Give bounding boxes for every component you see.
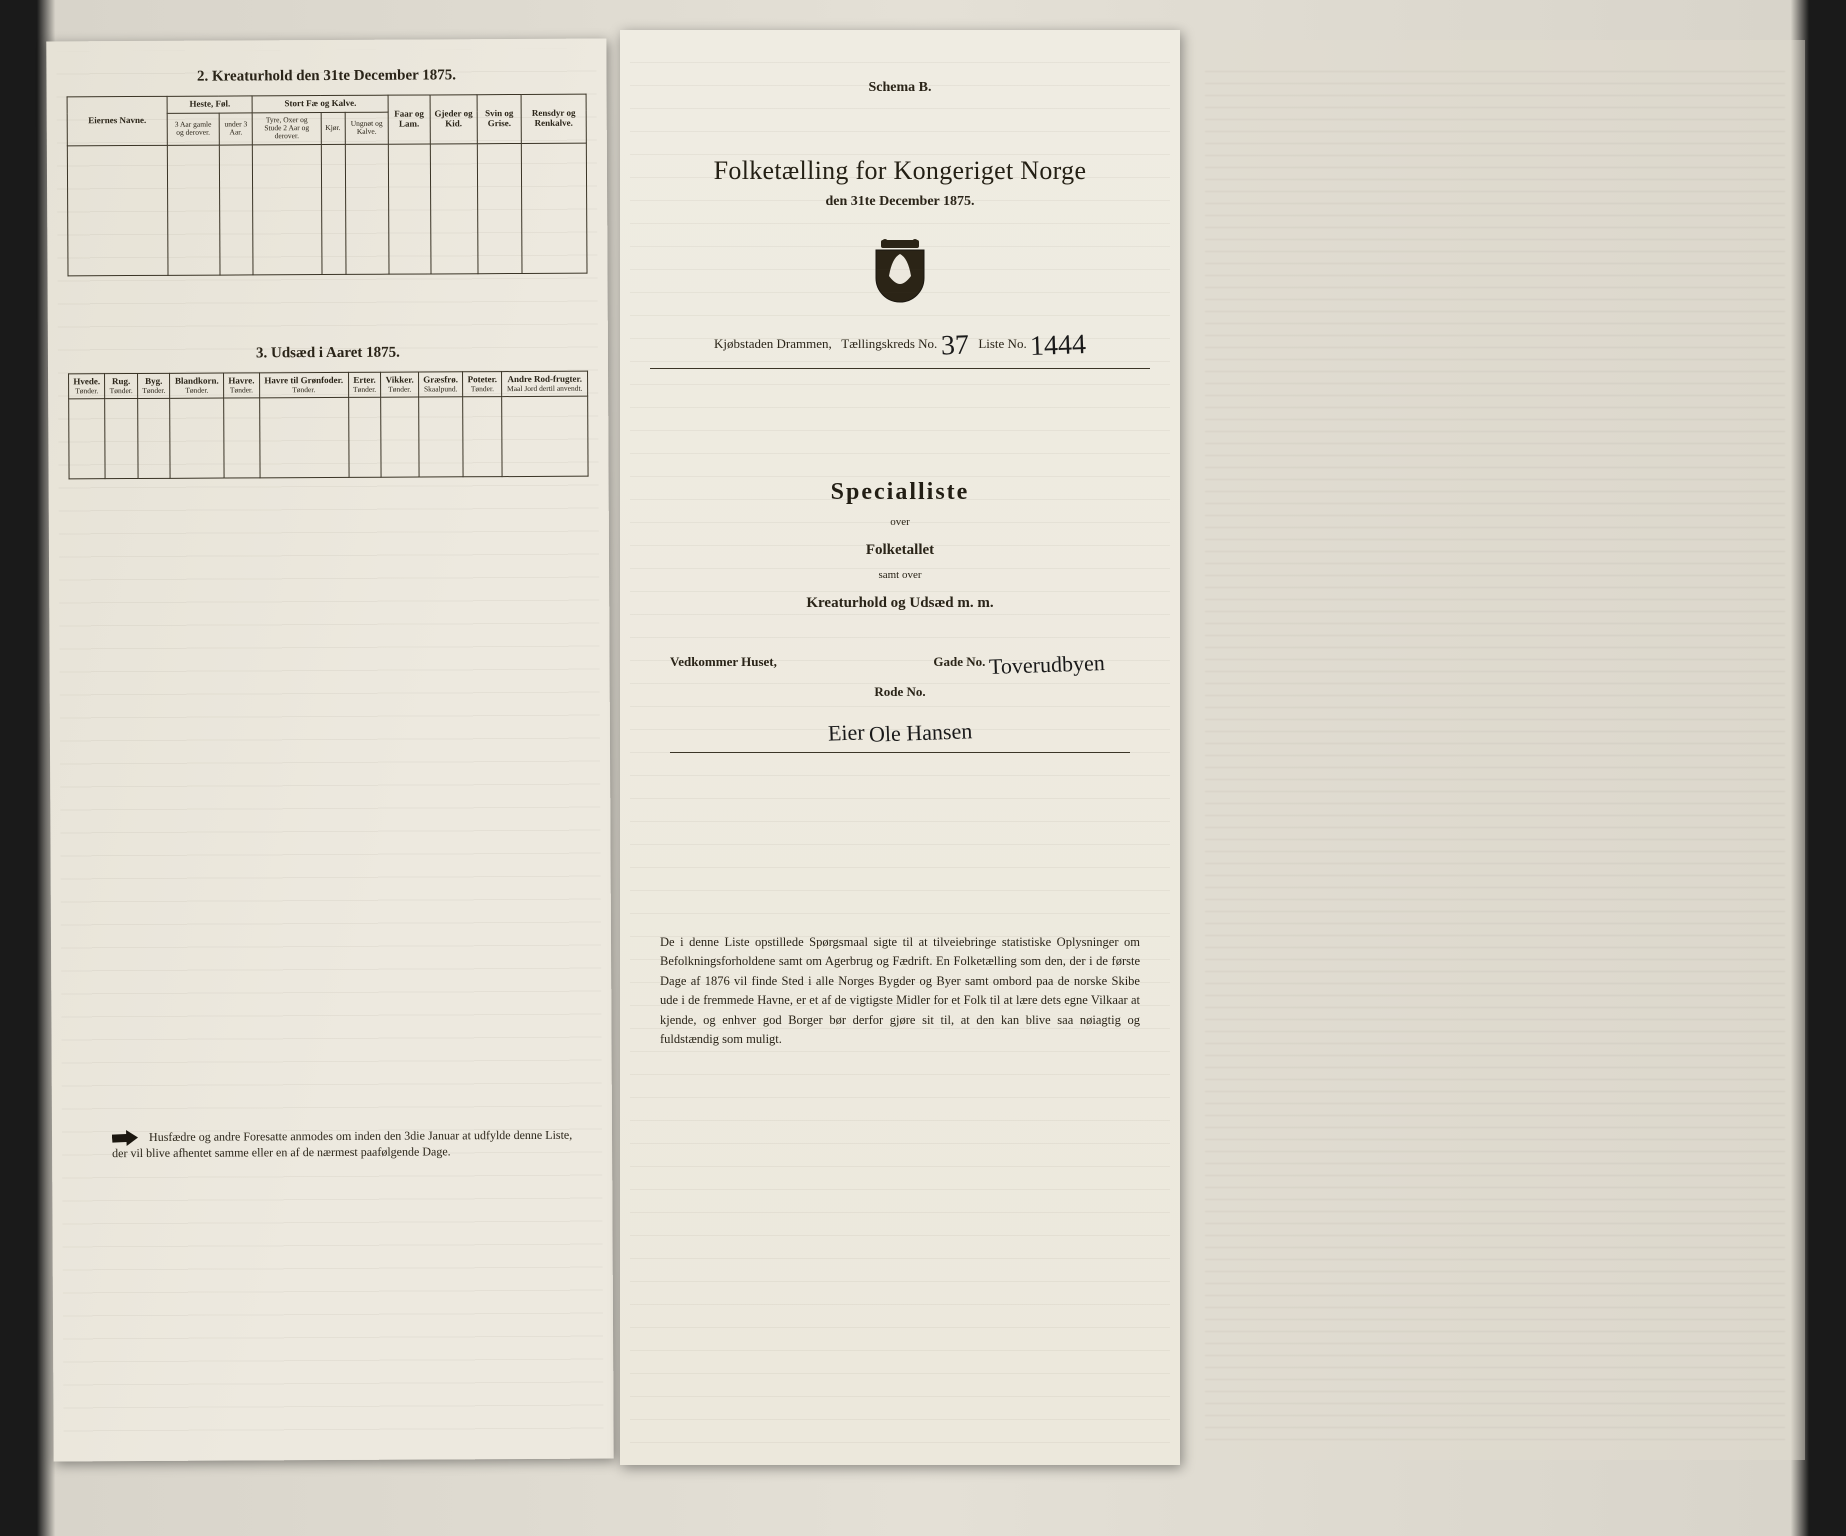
col-horse-a: 3 Aar gamle og derover.: [167, 113, 219, 145]
table2-livestock: Eiernes Navne. Heste, Føl. Stort Fæ og K…: [67, 94, 588, 276]
bleed-through-page: [1185, 40, 1805, 1460]
c3: Byg.Tønder.: [137, 373, 170, 398]
gade-handwritten: Toverudbyen: [988, 650, 1105, 680]
col-cattle-a: Tyre, Oxer og Stude 2 Aar og derover.: [253, 112, 321, 144]
c2: Rug.Tønder.: [105, 373, 138, 398]
c9: Græsfrø.Skaalpund.: [418, 371, 463, 396]
table2-title: 2. Kreaturhold den 31te December 1875.: [46, 67, 606, 87]
col-goat: Gjeder og Kid.: [430, 95, 478, 144]
liste-number-handwritten: 1444: [1029, 329, 1086, 363]
col-sheep: Faar og Lam.: [388, 95, 430, 144]
kreatur-label: Kreaturhold og Udsæd m. m.: [620, 595, 1180, 612]
col-reindeer: Rensdyr og Renkalve.: [521, 94, 586, 143]
col-cattle-c: Ungnøt og Kalve.: [345, 112, 389, 144]
left-notice: Husfædre og andre Foresatte anmodes om i…: [112, 1127, 582, 1161]
rode-line: Rode No.: [670, 684, 1130, 700]
census-subtitle: den 31te December 1875.: [620, 194, 1180, 210]
c7: Erter.Tønder.: [348, 372, 381, 397]
over-label: over: [620, 516, 1180, 528]
table3-seed: Hvede.Tønder. Rug.Tønder. Byg.Tønder. Bl…: [68, 370, 589, 479]
census-title: Folketælling for Kongeriget Norge: [620, 156, 1180, 186]
c11: Andre Rod-frugter.Maal Jord dertil anven…: [502, 371, 588, 397]
col-cattle-b: Kjør.: [321, 112, 345, 144]
schema-label: Schema B.: [620, 80, 1180, 96]
table-row: [69, 396, 588, 479]
col-owner: Eiernes Navne.: [67, 96, 167, 145]
table-row: [67, 143, 587, 276]
grp-horse: Heste, Føl.: [167, 96, 253, 113]
c6: Havre til Grønfoder.Tønder.: [259, 372, 348, 398]
c8: Vikker.Tønder.: [381, 372, 419, 397]
owner-name-handwritten: Ole Hansen: [868, 718, 972, 748]
kreds-number-handwritten: 37: [940, 330, 969, 363]
col-horse-b: under 3 Aar.: [219, 113, 253, 145]
district-line: Kjøbstaden Drammen, Tællingskreds No. 37…: [620, 330, 1180, 362]
c10: Poteter.Tønder.: [463, 371, 502, 396]
table3-title: 3. Udsæd i Aaret 1875.: [48, 343, 608, 363]
c1: Hvede.Tønder.: [69, 373, 105, 398]
specialliste-heading: Specialliste: [620, 479, 1180, 506]
right-page: Schema B. Folketælling for Kongeriget No…: [620, 30, 1180, 1465]
pointing-hand-icon: [112, 1130, 139, 1147]
grp-cattle: Stort Fæ og Kalve.: [253, 95, 389, 113]
left-page: 2. Kreaturhold den 31te December 1875. E…: [46, 39, 613, 1462]
c5: Havre.Tønder.: [224, 373, 260, 398]
folketallet-label: Folketallet: [620, 542, 1180, 559]
samt-label: samt over: [620, 569, 1180, 581]
instruction-paragraph: De i denne Liste opstillede Spørgsmaal s…: [660, 933, 1140, 1049]
house-line: Vedkommer Huset, Gade No. Toverudbyen: [670, 652, 1130, 678]
c4: Blandkorn.Tønder.: [170, 373, 224, 398]
owner-line: Eier Ole Hansen: [620, 720, 1180, 746]
owner-prefix-handwritten: Eier: [828, 719, 866, 746]
coat-of-arms-icon: [871, 236, 929, 306]
col-pig: Svin og Grise.: [477, 94, 521, 143]
